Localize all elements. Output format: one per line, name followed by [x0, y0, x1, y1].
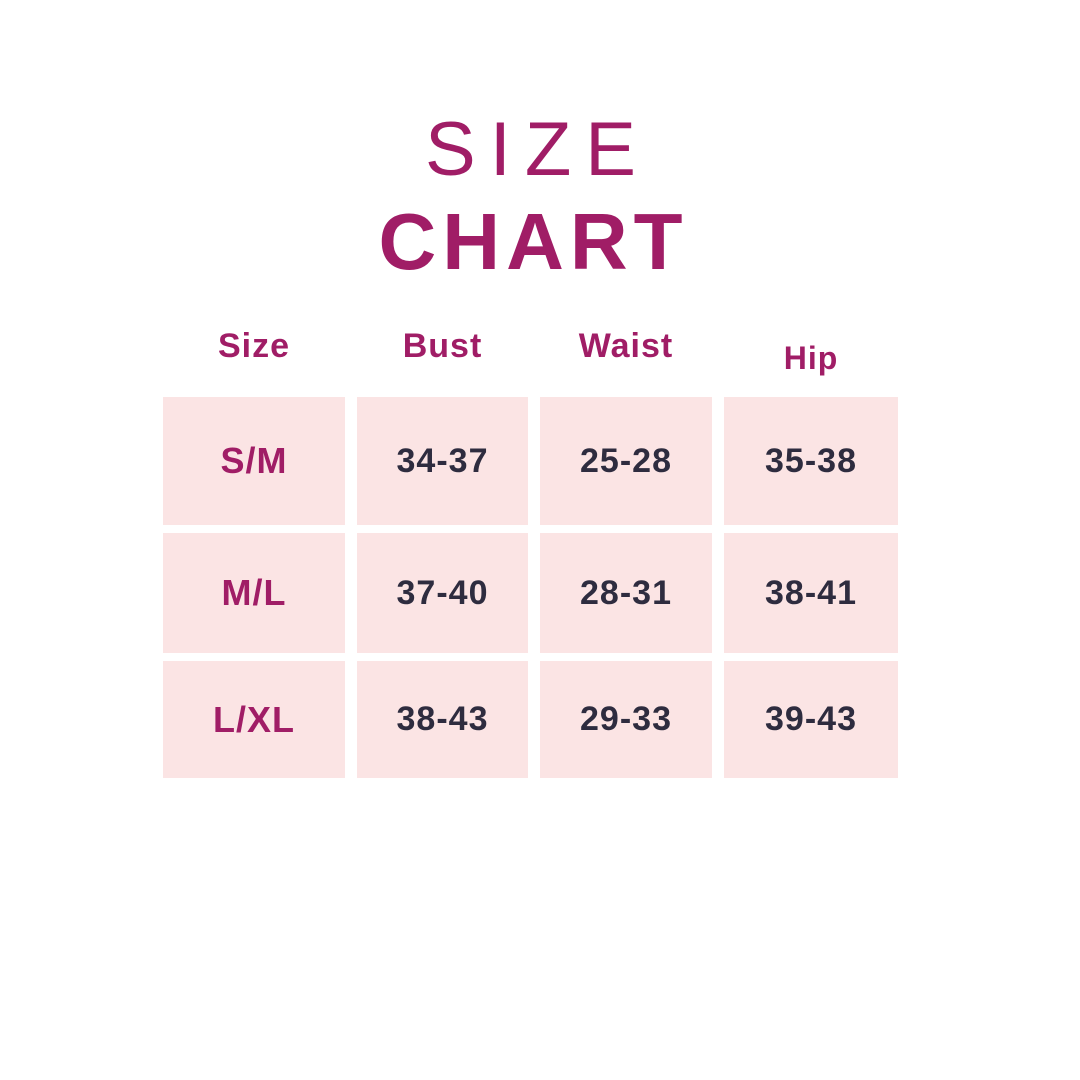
page-title-line1: SIZE	[425, 107, 650, 192]
content-area: SIZE CHART Size Bust Waist Hip S/M 34-37…	[163, 0, 898, 1080]
column-header-size: Size	[217, 326, 291, 365]
size-table: S/M 34-37 25-28 35-38 M/L 37-40 28-31 38…	[163, 397, 898, 778]
table-cell-size-sm: S/M	[163, 397, 345, 525]
column-header-hip: Hip	[783, 339, 839, 376]
table-cell-waist-sm: 25-28	[540, 397, 712, 525]
table-cell-size-lxl: L/XL	[163, 661, 345, 778]
column-header-bust: Bust	[402, 326, 483, 365]
table-cell-size-ml: M/L	[163, 533, 345, 653]
table-header-row: Size Bust Waist Hip	[163, 324, 898, 376]
table-cell-hip-lxl: 39-43	[724, 661, 898, 778]
table-cell-hip-ml: 38-41	[724, 533, 898, 653]
table-cell-waist-lxl: 29-33	[540, 661, 712, 778]
table-cell-hip-sm: 35-38	[724, 397, 898, 525]
page-title: SIZE CHART	[163, 112, 898, 282]
table-cell-bust-sm: 34-37	[357, 397, 528, 525]
table-cell-bust-lxl: 38-43	[357, 661, 528, 778]
column-header-waist: Waist	[578, 326, 674, 365]
table-cell-waist-ml: 28-31	[540, 533, 712, 653]
table-cell-bust-ml: 37-40	[357, 533, 528, 653]
page-title-line2: CHART	[378, 197, 689, 286]
